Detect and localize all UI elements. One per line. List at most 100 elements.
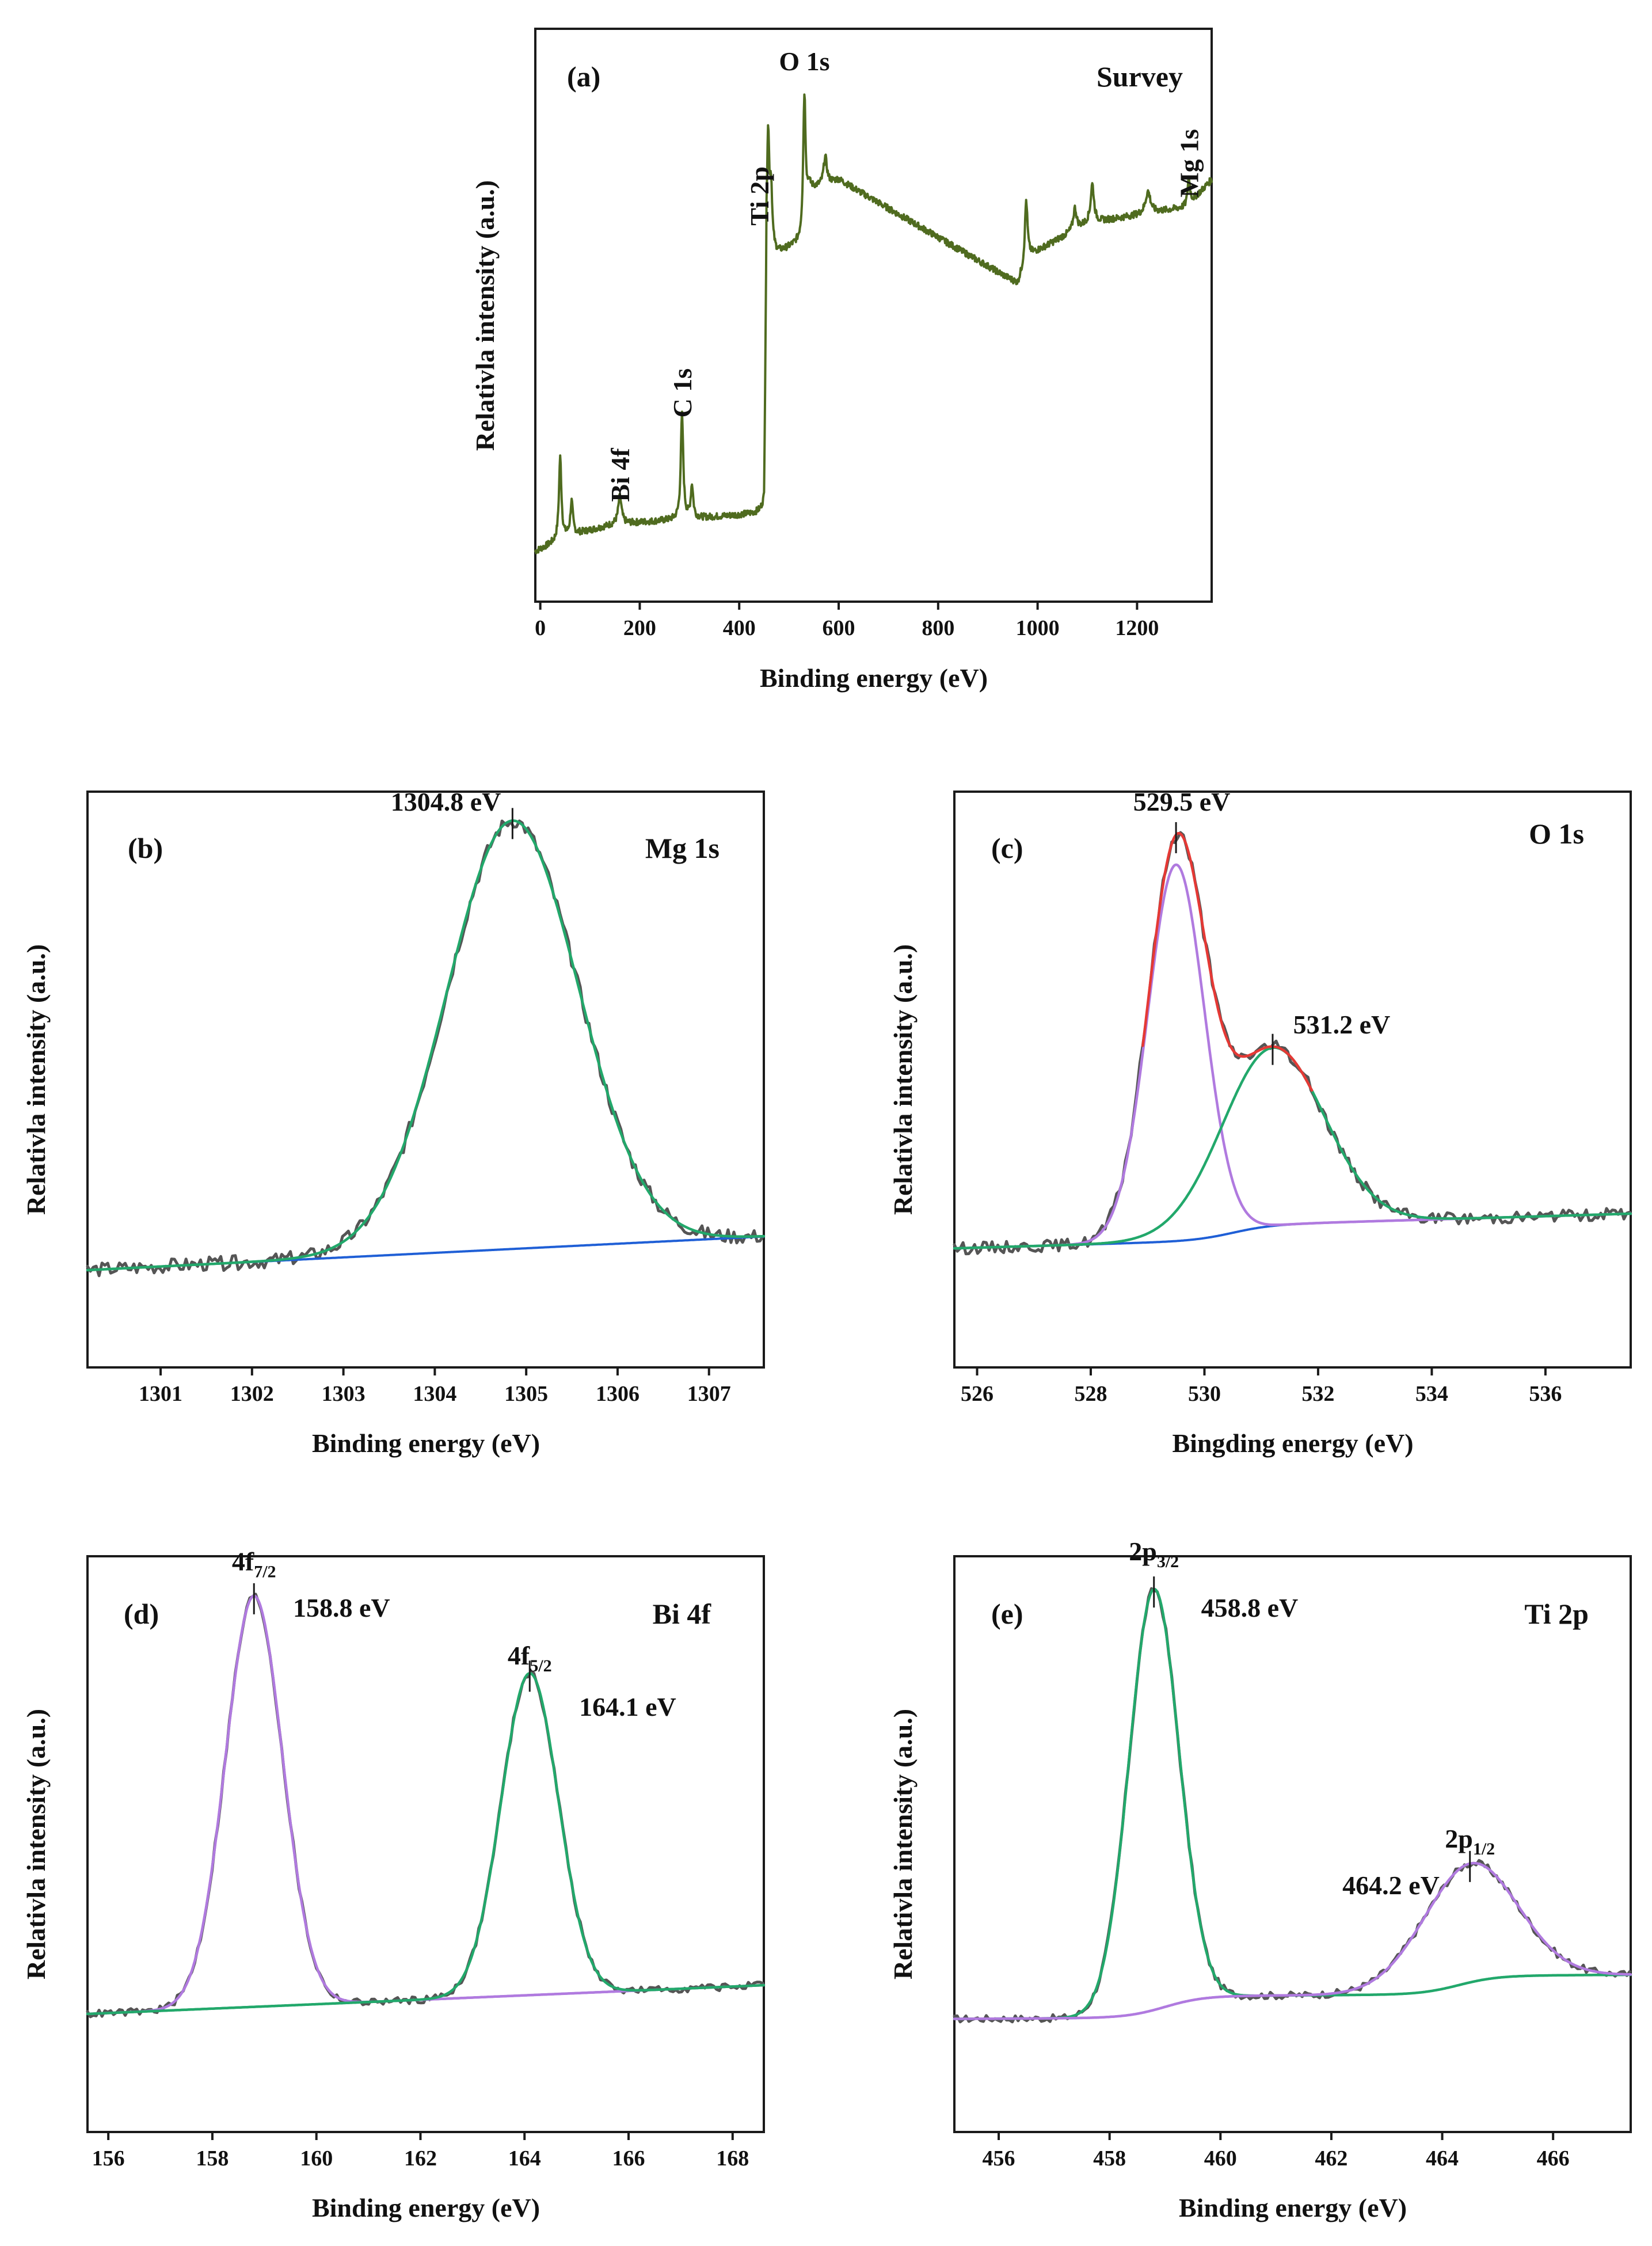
panel-a-peak-label: Bi 4f	[606, 448, 635, 502]
panel-c-frame	[953, 791, 1632, 1369]
panel-b-fit-component	[86, 819, 766, 1272]
panel-e-xtick-label: 458	[1093, 2146, 1126, 2171]
panel-b-mg1s: 1301 1302 1303 1304 1305 1306 1307 1304.8 eV (…	[21, 787, 766, 1458]
panel-a-xtick-label: 1000	[1016, 616, 1060, 640]
panel-a-xtick-label: 400	[723, 616, 756, 640]
panel-b-title: Mg 1s	[645, 832, 720, 864]
panel-d-xtick-label: 160	[300, 2146, 333, 2171]
panel-c-title: O 1s	[1529, 818, 1584, 850]
panel-c-peak-value: 529.5 eV	[1133, 787, 1231, 816]
panel-e-xtick-label: 464	[1426, 2146, 1459, 2171]
panel-a-xtick-label: 0	[535, 616, 546, 640]
panel-d-xlabel: Binding energy (eV)	[312, 2193, 540, 2222]
panel-d-xtick-label: 168	[716, 2146, 749, 2171]
orbital-subscript: 5/2	[530, 1656, 551, 1675]
panel-e-xtick-label: 460	[1204, 2146, 1237, 2171]
panel-a-title: Survey	[1097, 60, 1183, 93]
panel-e-fit-component	[953, 1861, 1632, 2020]
panel-d-orbital-label: 4f7/2	[232, 1546, 276, 1581]
panel-a-xtick-label: 200	[623, 616, 656, 640]
panel-e-raw-data	[953, 1587, 1631, 2024]
panel-c-fit-component	[953, 1046, 1632, 1250]
panel-c-raw-data	[953, 831, 1631, 1256]
panel-e-peak-value: 464.2 eV	[1342, 1871, 1440, 1900]
panel-c-fit-envelope	[1141, 831, 1314, 1092]
panel-e-xlabel: Binding energy (eV)	[1179, 2193, 1407, 2222]
panel-b-xtick-label: 1304	[413, 1382, 456, 1406]
panel-b-xtick-label: 1307	[687, 1382, 731, 1406]
panel-d-xtick-label: 162	[404, 2146, 437, 2171]
panel-e-xtick-label: 456	[983, 2146, 1015, 2171]
panel-c-xtick-label: 536	[1529, 1382, 1562, 1406]
panel-b-xtick-label: 1306	[596, 1382, 640, 1406]
orbital-subscript: 7/2	[254, 1562, 276, 1581]
panel-a-xtick-label: 600	[823, 616, 855, 640]
orbital-name: 2p	[1445, 1824, 1473, 1853]
panel-a-ylabel: Relativla intensity (a.u.)	[470, 180, 500, 451]
panel-d-frame	[86, 1555, 765, 2133]
panel-d-title: Bi 4f	[653, 1598, 712, 1630]
panel-e-ylabel: Relativla intensity (a.u.)	[888, 1709, 918, 1979]
panel-a-xtick-label: 1200	[1115, 616, 1159, 640]
panel-e-orbital-label: 2p1/2	[1445, 1824, 1495, 1859]
panel-d-xtick-label: 164	[508, 2146, 541, 2171]
panel-b-xtick-label: 1303	[322, 1382, 366, 1406]
panel-a-xtick-label: 800	[922, 616, 954, 640]
panel-c-xtick-label: 528	[1074, 1382, 1107, 1406]
panel-a-label: (a)	[567, 60, 600, 93]
panel-a-peak-label: O 1s	[779, 47, 829, 76]
panel-e-label: (e)	[991, 1598, 1023, 1630]
panel-d-xtick-label: 156	[92, 2146, 125, 2171]
panel-e-title: Ti 2p	[1524, 1598, 1589, 1630]
panel-d-peak-value: 158.8 eV	[293, 1593, 390, 1622]
panel-e-fit-component	[953, 1587, 1632, 2020]
orbital-name: 2p	[1129, 1537, 1157, 1566]
panel-c-xlabel: Bingding energy (eV)	[1172, 1428, 1413, 1458]
panel-a-peak-label: C 1s	[668, 368, 697, 418]
panel-d-orbital-label: 4f5/2	[508, 1641, 552, 1675]
panel-a-peak-label: Mg 1s	[1174, 129, 1204, 197]
panel-a-survey-spectrum	[534, 93, 1213, 554]
panel-a-xlabel: Binding energy (eV)	[760, 663, 988, 693]
panel-b-peak-value: 1304.8 eV	[391, 787, 501, 816]
panel-c-fit-component	[953, 863, 1632, 1250]
panel-c-xtick-label: 530	[1188, 1382, 1221, 1406]
panel-b-xtick-label: 1302	[230, 1382, 274, 1406]
panel-d-xtick-label: 166	[612, 2146, 645, 2171]
panel-c-xtick-label: 532	[1301, 1382, 1334, 1406]
panel-e-background-overlay	[954, 1974, 1631, 2020]
panel-e-frame	[953, 1555, 1632, 2133]
panel-b-xtick-label: 1301	[139, 1382, 182, 1406]
panel-e-xtick-label: 466	[1537, 2146, 1570, 2171]
panel-b-label: (b)	[128, 832, 163, 864]
panel-d-label: (d)	[124, 1598, 159, 1630]
panel-e-orbital-label: 2p3/2	[1129, 1537, 1179, 1571]
panel-b-ylabel: Relativla intensity (a.u.)	[21, 944, 51, 1215]
orbital-name: 4f	[508, 1641, 530, 1670]
panel-e-peak-value: 458.8 eV	[1201, 1593, 1299, 1622]
panel-c-xtick-label: 534	[1415, 1382, 1448, 1406]
orbital-subscript: 3/2	[1157, 1552, 1179, 1571]
panel-d-ylabel: Relativla intensity (a.u.)	[21, 1709, 51, 1979]
panel-c-ylabel: Relativla intensity (a.u.)	[888, 944, 918, 1215]
panel-a-survey: 0 200 400 600 800 1000 1200 Bi 4f C 1s Ti 2p O 1s…	[470, 28, 1213, 693]
panel-a-peak-label: Ti 2p	[745, 166, 774, 226]
panel-c-xtick-label: 526	[961, 1382, 994, 1406]
orbital-name: 4f	[232, 1546, 254, 1576]
panel-d-raw-data	[86, 1593, 764, 2019]
panel-d-xtick-label: 158	[196, 2146, 229, 2171]
panel-b-xlabel: Binding energy (eV)	[312, 1428, 540, 1458]
panel-c-label: (c)	[991, 832, 1023, 864]
panel-e-background	[953, 1974, 1632, 2020]
panel-d-fit-component	[86, 1594, 766, 2016]
panel-b-frame	[86, 791, 765, 1369]
panel-d-peak-value: 164.1 eV	[579, 1692, 676, 1721]
orbital-subscript: 1/2	[1473, 1840, 1495, 1859]
panel-d-fit-component	[86, 1672, 766, 2016]
panel-c-peak-value: 531.2 eV	[1293, 1010, 1391, 1039]
panel-a-frame	[534, 28, 1213, 603]
